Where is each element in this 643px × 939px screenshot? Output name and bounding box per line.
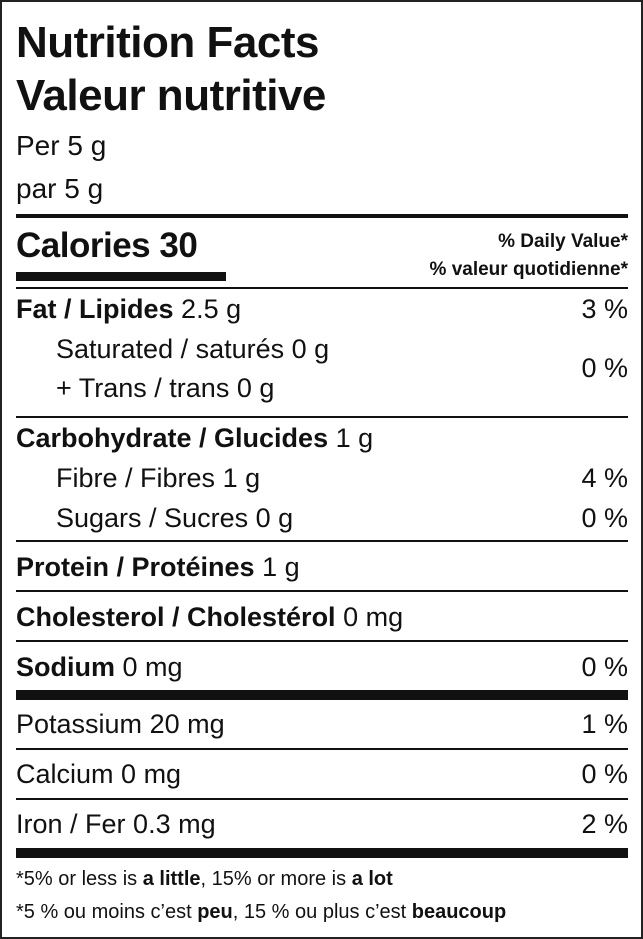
divider [16,416,628,418]
dv-header-fr: % valeur quotidienne* [429,259,628,280]
divider [16,214,628,218]
footnote-fr: *5 % ou moins c’est peu, 15 % ou plus c’… [16,901,507,923]
dv-header-en: % Daily Value* [498,231,628,252]
title-en: Nutrition Facts [16,18,319,67]
title-fr: Valeur nutritive [16,71,326,120]
calories-label: Calories [16,226,151,265]
divider [16,798,628,800]
calories-bar [16,272,226,281]
footnote-en: *5% or less is a little, 15% or more is … [16,868,393,890]
serving-fr: par 5 g [16,173,104,204]
thick-divider [16,690,628,700]
calories: Calories 30 [16,224,198,268]
divider [16,590,628,592]
divider [16,640,628,642]
divider [16,287,628,289]
thick-divider [16,848,628,858]
calories-value: 30 [159,226,198,265]
divider [16,540,628,542]
divider [16,748,628,750]
serving-en: Per 5 g [16,130,107,161]
